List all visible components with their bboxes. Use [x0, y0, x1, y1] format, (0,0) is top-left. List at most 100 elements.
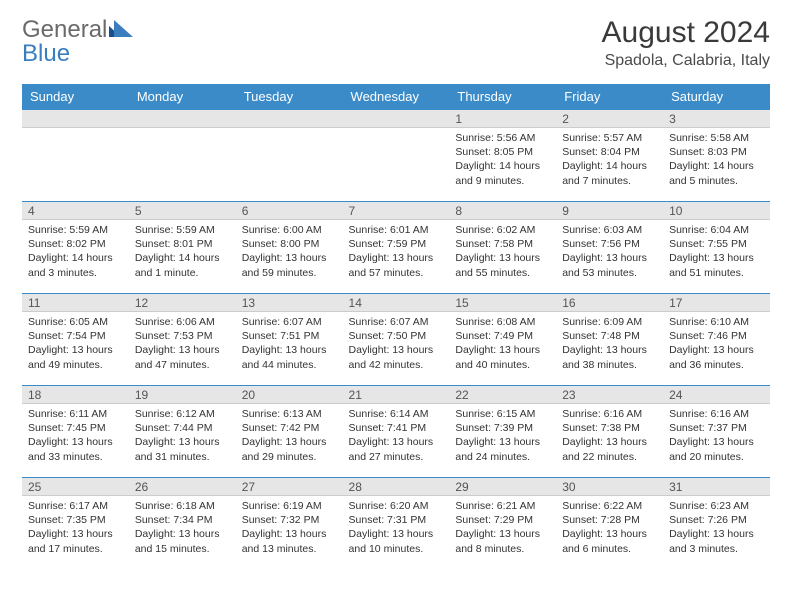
sunset-line: Sunset: 7:58 PM	[455, 237, 550, 251]
sunrise-line: Sunrise: 5:58 AM	[669, 131, 764, 145]
calendar-day-cell: 20Sunrise: 6:13 AMSunset: 7:42 PMDayligh…	[236, 386, 343, 478]
calendar-week-row: 1Sunrise: 5:56 AMSunset: 8:05 PMDaylight…	[22, 110, 770, 202]
sunset-line: Sunset: 7:32 PM	[242, 513, 337, 527]
day-detail	[129, 128, 236, 135]
sunset-line: Sunset: 7:46 PM	[669, 329, 764, 343]
day-detail: Sunrise: 6:07 AMSunset: 7:51 PMDaylight:…	[236, 312, 343, 376]
day-detail: Sunrise: 5:59 AMSunset: 8:02 PMDaylight:…	[22, 220, 129, 284]
day-detail: Sunrise: 6:19 AMSunset: 7:32 PMDaylight:…	[236, 496, 343, 560]
day-number: 19	[129, 386, 236, 404]
daylight-line: Daylight: 13 hours and 6 minutes.	[562, 527, 657, 555]
weekday-header: Monday	[129, 84, 236, 110]
day-number: 6	[236, 202, 343, 220]
day-number: 10	[663, 202, 770, 220]
sunset-line: Sunset: 7:39 PM	[455, 421, 550, 435]
day-number: 2	[556, 110, 663, 128]
calendar-day-cell: 26Sunrise: 6:18 AMSunset: 7:34 PMDayligh…	[129, 478, 236, 570]
sunset-line: Sunset: 7:31 PM	[349, 513, 444, 527]
sunset-line: Sunset: 8:05 PM	[455, 145, 550, 159]
calendar-day-cell: 13Sunrise: 6:07 AMSunset: 7:51 PMDayligh…	[236, 294, 343, 386]
daylight-line: Daylight: 14 hours and 7 minutes.	[562, 159, 657, 187]
calendar-week-row: 4Sunrise: 5:59 AMSunset: 8:02 PMDaylight…	[22, 202, 770, 294]
sunrise-line: Sunrise: 6:06 AM	[135, 315, 230, 329]
day-number: 23	[556, 386, 663, 404]
day-number: 25	[22, 478, 129, 496]
daylight-line: Daylight: 14 hours and 3 minutes.	[28, 251, 123, 279]
daylight-line: Daylight: 13 hours and 59 minutes.	[242, 251, 337, 279]
calendar-day-cell	[129, 110, 236, 202]
sunrise-line: Sunrise: 6:11 AM	[28, 407, 123, 421]
sunrise-line: Sunrise: 6:16 AM	[562, 407, 657, 421]
sunrise-line: Sunrise: 6:21 AM	[455, 499, 550, 513]
sunrise-line: Sunrise: 5:59 AM	[135, 223, 230, 237]
sunrise-line: Sunrise: 6:23 AM	[669, 499, 764, 513]
day-detail: Sunrise: 6:11 AMSunset: 7:45 PMDaylight:…	[22, 404, 129, 468]
calendar-day-cell: 25Sunrise: 6:17 AMSunset: 7:35 PMDayligh…	[22, 478, 129, 570]
sunset-line: Sunset: 7:35 PM	[28, 513, 123, 527]
calendar-day-cell: 22Sunrise: 6:15 AMSunset: 7:39 PMDayligh…	[449, 386, 556, 478]
calendar-day-cell: 16Sunrise: 6:09 AMSunset: 7:48 PMDayligh…	[556, 294, 663, 386]
sunrise-line: Sunrise: 6:08 AM	[455, 315, 550, 329]
daylight-line: Daylight: 13 hours and 20 minutes.	[669, 435, 764, 463]
sunrise-line: Sunrise: 6:22 AM	[562, 499, 657, 513]
calendar-day-cell: 12Sunrise: 6:06 AMSunset: 7:53 PMDayligh…	[129, 294, 236, 386]
daylight-line: Daylight: 13 hours and 55 minutes.	[455, 251, 550, 279]
daylight-line: Daylight: 13 hours and 22 minutes.	[562, 435, 657, 463]
day-detail: Sunrise: 6:23 AMSunset: 7:26 PMDaylight:…	[663, 496, 770, 560]
day-number: 4	[22, 202, 129, 220]
location-text: Spadola, Calabria, Italy	[602, 52, 770, 70]
sunrise-line: Sunrise: 6:01 AM	[349, 223, 444, 237]
daylight-line: Daylight: 13 hours and 36 minutes.	[669, 343, 764, 371]
calendar-week-row: 25Sunrise: 6:17 AMSunset: 7:35 PMDayligh…	[22, 478, 770, 570]
sunrise-line: Sunrise: 6:13 AM	[242, 407, 337, 421]
day-number	[129, 110, 236, 128]
sunrise-line: Sunrise: 6:17 AM	[28, 499, 123, 513]
daylight-line: Daylight: 13 hours and 27 minutes.	[349, 435, 444, 463]
sunrise-line: Sunrise: 6:02 AM	[455, 223, 550, 237]
day-number: 24	[663, 386, 770, 404]
sunset-line: Sunset: 7:48 PM	[562, 329, 657, 343]
sunset-line: Sunset: 7:59 PM	[349, 237, 444, 251]
calendar-day-cell: 1Sunrise: 5:56 AMSunset: 8:05 PMDaylight…	[449, 110, 556, 202]
sunset-line: Sunset: 8:00 PM	[242, 237, 337, 251]
day-detail: Sunrise: 6:17 AMSunset: 7:35 PMDaylight:…	[22, 496, 129, 560]
calendar-day-cell	[22, 110, 129, 202]
calendar-day-cell: 29Sunrise: 6:21 AMSunset: 7:29 PMDayligh…	[449, 478, 556, 570]
page-header: GeneralBlue August 2024 Spadola, Calabri…	[22, 16, 770, 70]
day-detail: Sunrise: 5:58 AMSunset: 8:03 PMDaylight:…	[663, 128, 770, 192]
day-detail: Sunrise: 6:09 AMSunset: 7:48 PMDaylight:…	[556, 312, 663, 376]
daylight-line: Daylight: 13 hours and 53 minutes.	[562, 251, 657, 279]
weekday-header: Saturday	[663, 84, 770, 110]
calendar-day-cell: 18Sunrise: 6:11 AMSunset: 7:45 PMDayligh…	[22, 386, 129, 478]
day-number: 17	[663, 294, 770, 312]
daylight-line: Daylight: 13 hours and 51 minutes.	[669, 251, 764, 279]
day-detail: Sunrise: 6:01 AMSunset: 7:59 PMDaylight:…	[343, 220, 450, 284]
calendar-day-cell: 4Sunrise: 5:59 AMSunset: 8:02 PMDaylight…	[22, 202, 129, 294]
day-detail: Sunrise: 6:16 AMSunset: 7:38 PMDaylight:…	[556, 404, 663, 468]
sunset-line: Sunset: 7:37 PM	[669, 421, 764, 435]
sunrise-line: Sunrise: 6:05 AM	[28, 315, 123, 329]
weekday-header: Wednesday	[343, 84, 450, 110]
day-number: 16	[556, 294, 663, 312]
sunrise-line: Sunrise: 5:57 AM	[562, 131, 657, 145]
sunrise-line: Sunrise: 6:12 AM	[135, 407, 230, 421]
calendar-day-cell: 21Sunrise: 6:14 AMSunset: 7:41 PMDayligh…	[343, 386, 450, 478]
daylight-line: Daylight: 13 hours and 49 minutes.	[28, 343, 123, 371]
day-detail: Sunrise: 6:20 AMSunset: 7:31 PMDaylight:…	[343, 496, 450, 560]
calendar-day-cell: 10Sunrise: 6:04 AMSunset: 7:55 PMDayligh…	[663, 202, 770, 294]
daylight-line: Daylight: 14 hours and 5 minutes.	[669, 159, 764, 187]
day-detail: Sunrise: 6:00 AMSunset: 8:00 PMDaylight:…	[236, 220, 343, 284]
day-detail: Sunrise: 6:04 AMSunset: 7:55 PMDaylight:…	[663, 220, 770, 284]
sunset-line: Sunset: 7:53 PM	[135, 329, 230, 343]
day-detail: Sunrise: 6:18 AMSunset: 7:34 PMDaylight:…	[129, 496, 236, 560]
calendar-day-cell: 24Sunrise: 6:16 AMSunset: 7:37 PMDayligh…	[663, 386, 770, 478]
day-detail: Sunrise: 6:13 AMSunset: 7:42 PMDaylight:…	[236, 404, 343, 468]
sunrise-line: Sunrise: 6:10 AM	[669, 315, 764, 329]
day-number: 9	[556, 202, 663, 220]
sunset-line: Sunset: 8:03 PM	[669, 145, 764, 159]
sunset-line: Sunset: 7:54 PM	[28, 329, 123, 343]
calendar-body: 1Sunrise: 5:56 AMSunset: 8:05 PMDaylight…	[22, 110, 770, 570]
sunset-line: Sunset: 7:55 PM	[669, 237, 764, 251]
sunrise-line: Sunrise: 6:09 AM	[562, 315, 657, 329]
sunrise-line: Sunrise: 6:03 AM	[562, 223, 657, 237]
